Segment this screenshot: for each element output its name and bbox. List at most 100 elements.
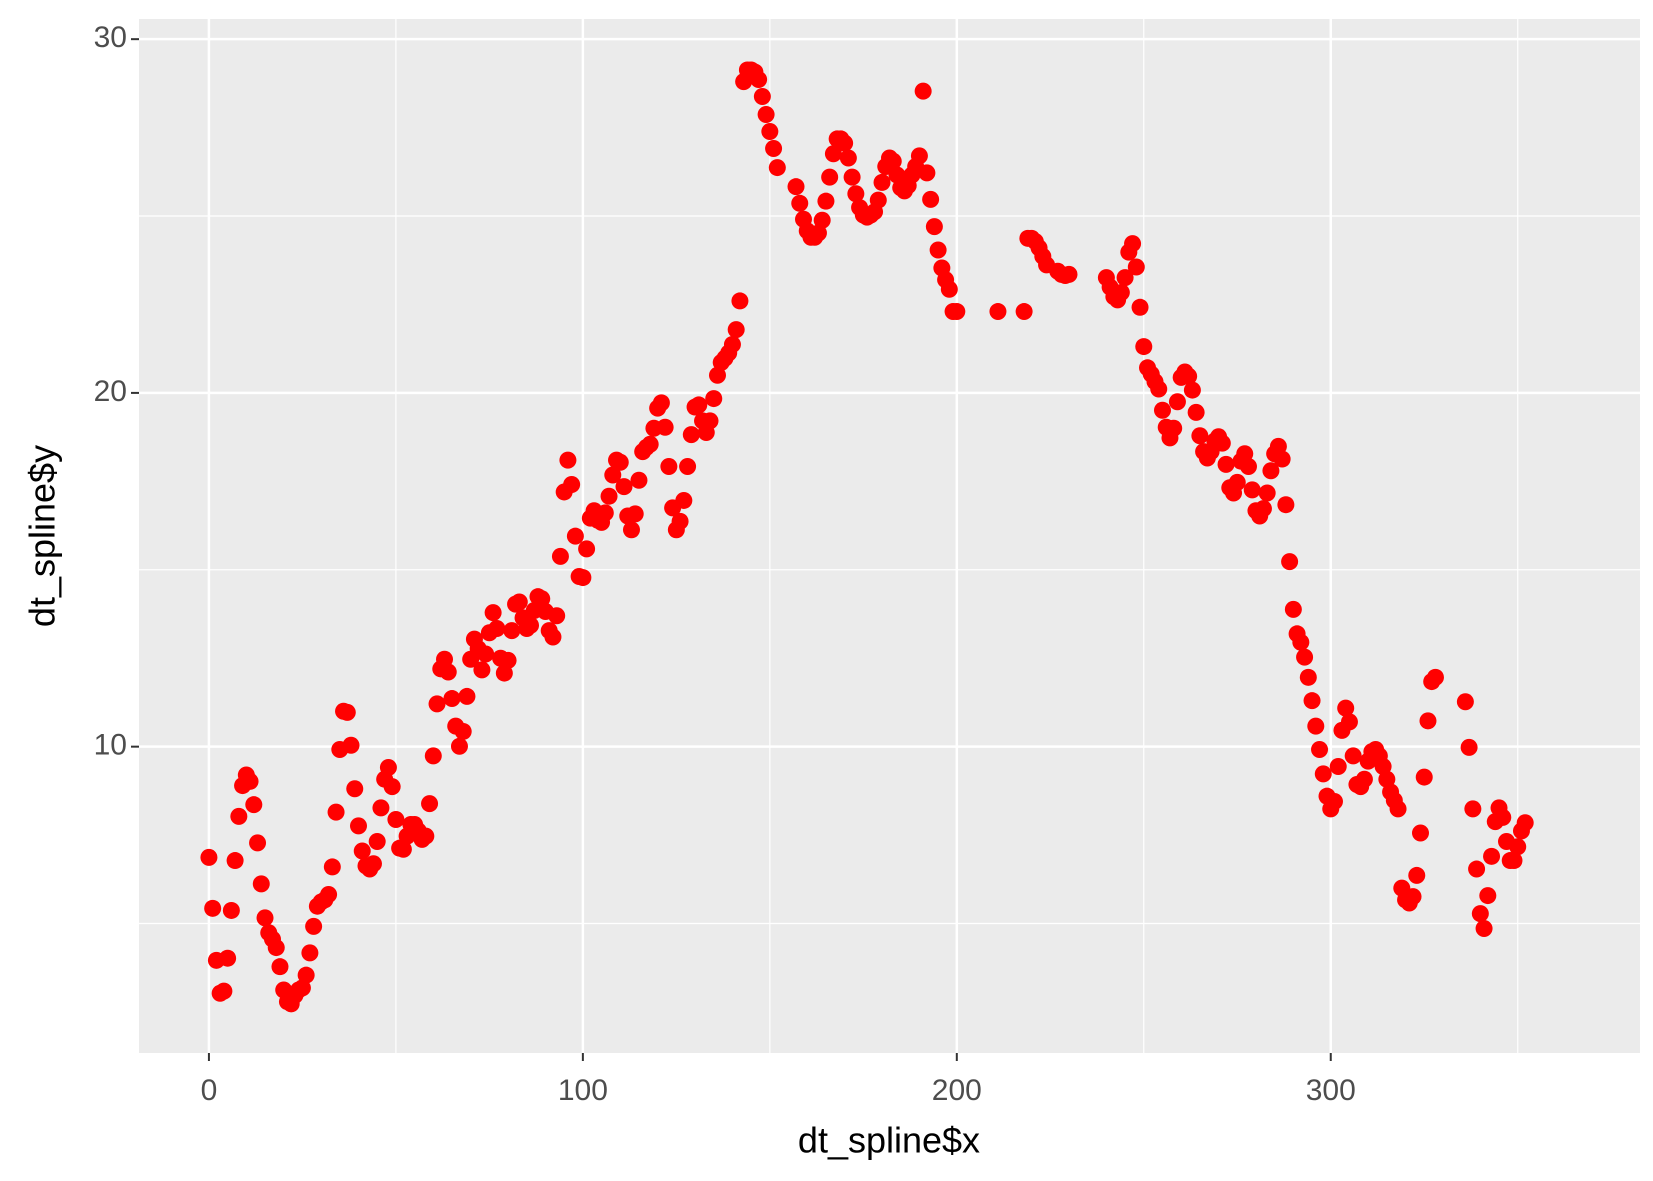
x-axis-title: dt_spline$x: [798, 1120, 980, 1161]
point: [914, 82, 932, 100]
point: [1124, 235, 1142, 253]
point: [372, 799, 390, 817]
point: [750, 70, 768, 88]
point: [503, 622, 521, 640]
point: [379, 759, 397, 777]
point: [1355, 770, 1373, 788]
point: [1311, 740, 1329, 758]
point: [215, 982, 233, 1000]
point: [200, 848, 218, 866]
point: [252, 875, 270, 893]
point: [436, 650, 454, 668]
point: [342, 736, 360, 754]
point: [230, 807, 248, 825]
point: [241, 772, 259, 790]
point: [1419, 712, 1437, 730]
point: [421, 795, 439, 813]
x-tick-label: 100: [558, 1074, 608, 1107]
point: [1303, 692, 1321, 710]
point: [301, 944, 319, 962]
point: [1277, 496, 1295, 514]
point: [615, 478, 633, 496]
point: [1060, 265, 1078, 283]
point: [1475, 919, 1493, 937]
point: [948, 303, 966, 321]
point: [731, 292, 749, 310]
point: [1296, 648, 1314, 666]
point: [1516, 814, 1534, 832]
point: [910, 147, 928, 165]
point: [439, 663, 457, 681]
point: [1460, 738, 1478, 756]
point: [839, 149, 857, 167]
point: [346, 780, 364, 798]
point: [458, 687, 476, 705]
point: [1015, 303, 1033, 321]
point: [1180, 367, 1198, 385]
point: [1165, 419, 1183, 437]
point: [1337, 699, 1355, 717]
point: [559, 451, 577, 469]
point: [204, 899, 222, 917]
point: [1408, 866, 1426, 884]
point: [1468, 860, 1486, 878]
point: [1127, 258, 1145, 276]
point: [226, 852, 244, 870]
point: [245, 796, 263, 814]
point: [596, 504, 614, 522]
point: [1329, 757, 1347, 775]
point: [293, 979, 311, 997]
point: [267, 939, 285, 957]
point: [1505, 852, 1523, 870]
point: [443, 690, 461, 708]
point: [727, 321, 745, 339]
plot-panel: [139, 19, 1640, 1053]
point: [1262, 462, 1280, 480]
point: [768, 159, 786, 177]
point: [1243, 481, 1261, 499]
point: [1254, 500, 1272, 518]
point: [675, 491, 693, 509]
point: [600, 487, 618, 505]
point: [1509, 838, 1527, 856]
point: [1284, 600, 1302, 618]
point: [1183, 381, 1201, 399]
point: [817, 192, 835, 210]
point: [922, 190, 940, 208]
x-tick-label: 300: [1306, 1074, 1356, 1107]
point: [765, 139, 783, 157]
point: [1426, 668, 1444, 686]
x-tick-label: 0: [201, 1074, 218, 1107]
point: [1228, 473, 1246, 491]
point: [652, 394, 670, 412]
point: [873, 173, 891, 191]
point: [1340, 713, 1358, 731]
point: [809, 224, 827, 242]
point: [1269, 437, 1287, 455]
point: [1135, 338, 1153, 356]
point: [1456, 693, 1474, 711]
point: [271, 958, 289, 976]
point: [327, 803, 345, 821]
point: [1131, 298, 1149, 316]
point: [708, 366, 726, 384]
point: [551, 547, 569, 565]
point: [249, 834, 267, 852]
point: [824, 145, 842, 163]
point: [723, 335, 741, 353]
point: [256, 909, 274, 927]
point: [222, 901, 240, 919]
point: [705, 390, 723, 408]
point: [679, 457, 697, 475]
point: [338, 703, 356, 721]
point: [925, 218, 943, 236]
point: [323, 858, 341, 876]
point: [604, 466, 622, 484]
point: [1314, 765, 1332, 783]
point: [813, 211, 831, 229]
point: [1389, 800, 1407, 818]
point: [1415, 768, 1433, 786]
point: [522, 616, 540, 634]
point: [533, 590, 551, 608]
